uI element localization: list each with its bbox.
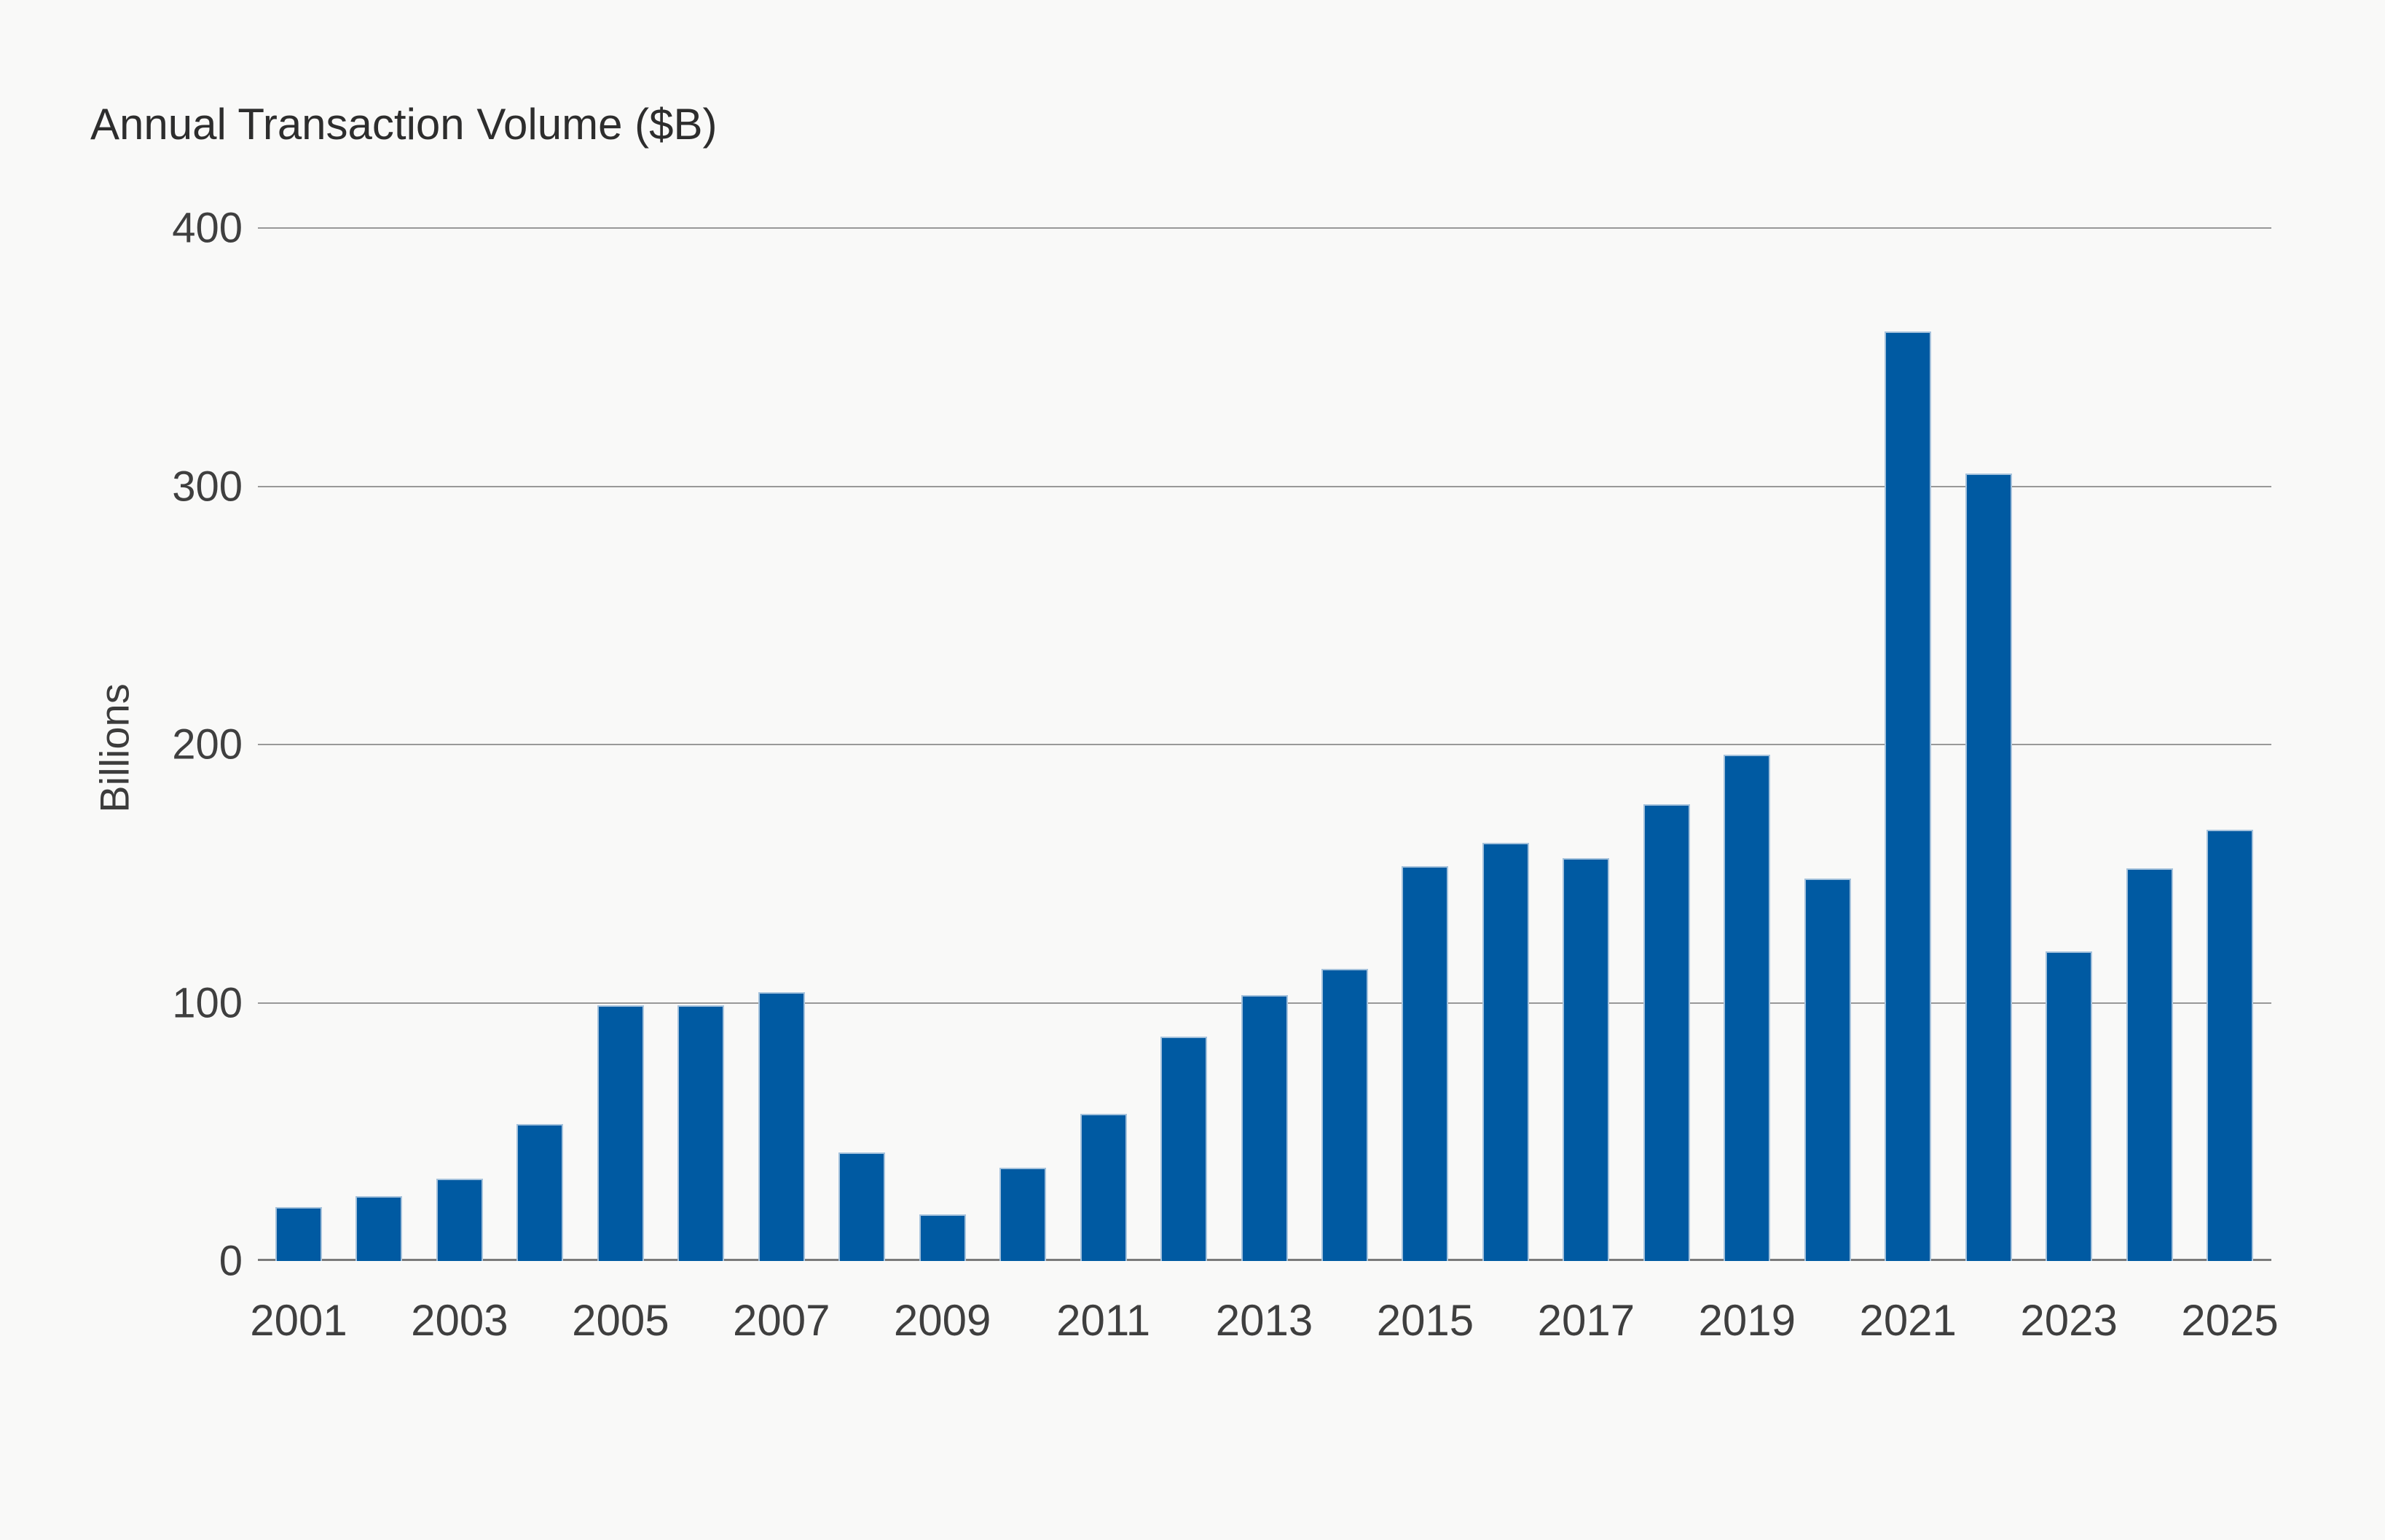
y-tick-label-0: 0 [219,1237,243,1285]
x-tick-label-2025: 2025 [2181,1296,2279,1345]
y-gridline-300 [258,485,2271,487]
y-tick-label-300: 300 [172,463,243,510]
y-gridline-400 [258,227,2271,229]
chart-title: Annual Transaction Volume ($B) [90,100,718,149]
x-tick-label-2017: 2017 [1537,1296,1635,1345]
bar-2017 [1563,858,1610,1261]
bar-2012 [1160,1037,1208,1261]
y-tick-label-100: 100 [172,979,243,1026]
bar-2020 [1804,879,1851,1261]
bar-2007 [758,992,805,1261]
bar-2004 [516,1124,564,1261]
y-tick-label-200: 200 [172,720,243,769]
bar-2024 [2126,868,2173,1261]
bar-2022 [1965,474,2012,1261]
bar-2016 [1482,843,1529,1261]
bar-2011 [1080,1114,1127,1261]
bar-2008 [838,1152,886,1261]
x-tick-label-2003: 2003 [411,1296,508,1345]
plot-area [258,227,2271,1261]
x-tick-label-2019: 2019 [1698,1296,1796,1345]
bar-2023 [2046,951,2093,1261]
bar-2002 [355,1196,403,1261]
x-tick-label-2013: 2013 [1215,1296,1313,1345]
x-tick-label-2021: 2021 [1859,1296,1957,1345]
bar-2018 [1643,804,1690,1261]
y-tick-label-400: 400 [172,204,243,252]
bar-2005 [597,1005,644,1261]
bar-2001 [275,1207,322,1261]
bar-2003 [436,1179,483,1261]
y-gridline-200 [258,744,2271,745]
bar-2009 [919,1214,966,1261]
x-tick-label-2011: 2011 [1056,1296,1151,1345]
x-tick-label-2015: 2015 [1376,1296,1474,1345]
x-tick-label-2001: 2001 [250,1296,347,1345]
x-tick-label-2009: 2009 [893,1296,991,1345]
bar-2010 [999,1168,1047,1261]
bar-2015 [1402,866,1449,1261]
bar-2006 [677,1005,725,1261]
bar-2025 [2207,830,2254,1261]
bar-2021 [1885,331,1932,1261]
x-tick-label-2007: 2007 [733,1296,830,1345]
bar-2019 [1724,755,1771,1261]
bar-2013 [1241,995,1288,1261]
x-tick-label-2023: 2023 [2020,1296,2118,1345]
bar-2014 [1321,969,1368,1261]
x-tick-label-2005: 2005 [572,1296,669,1345]
